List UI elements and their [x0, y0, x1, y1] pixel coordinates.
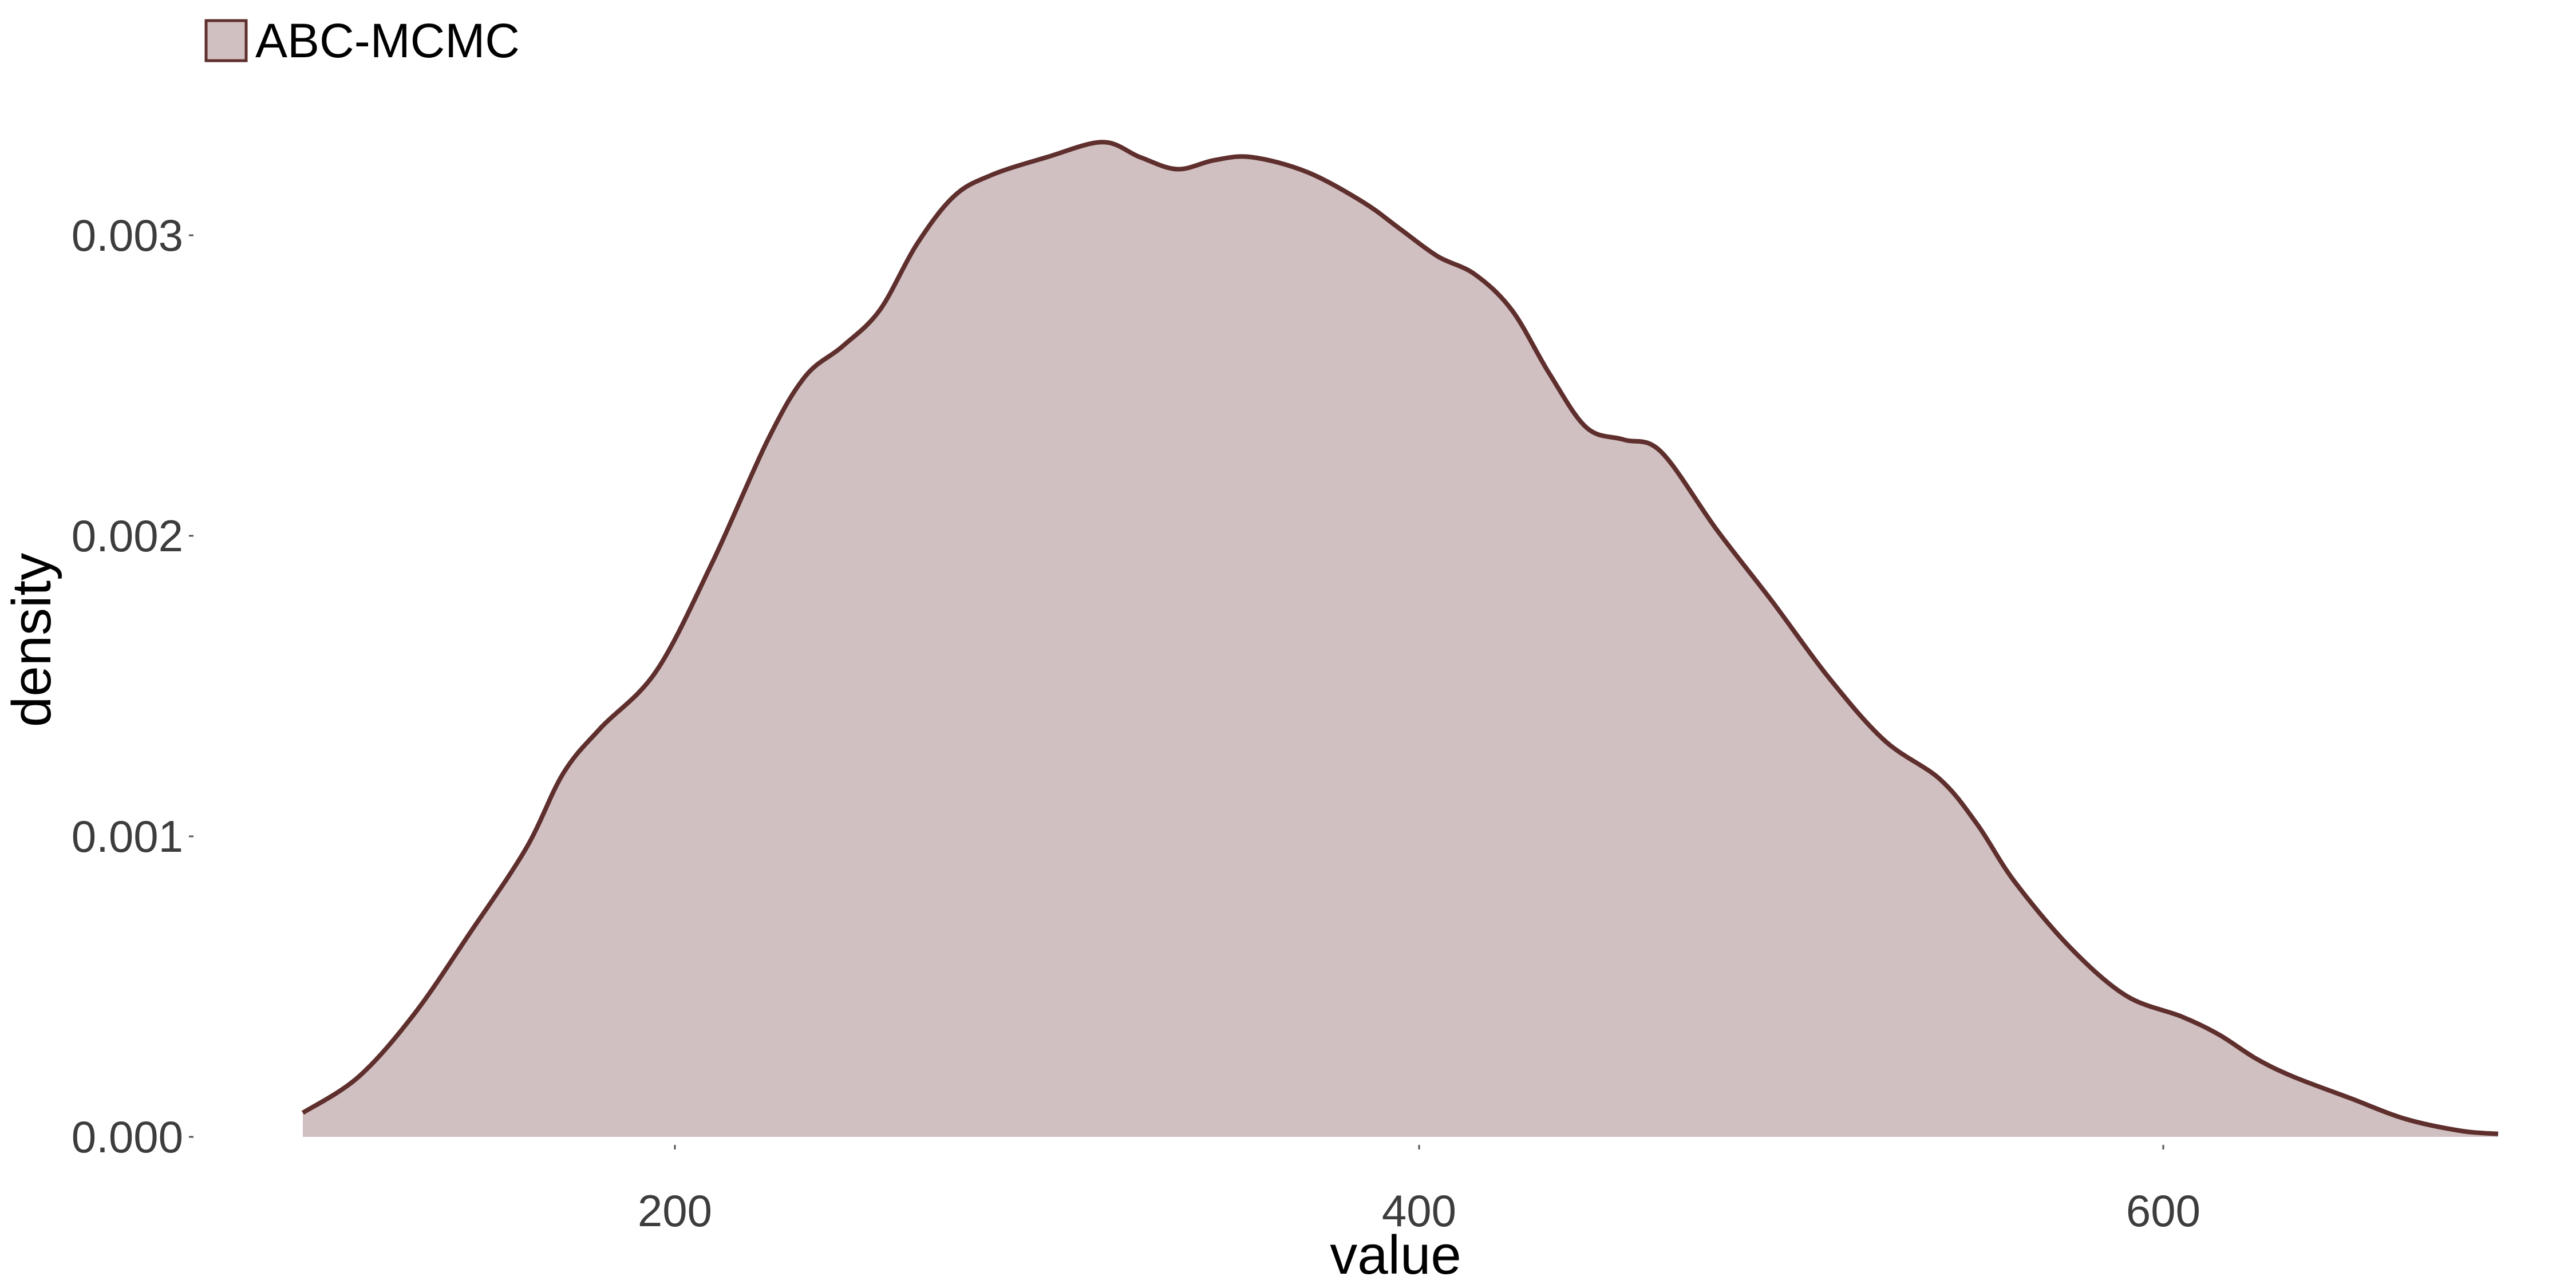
x-tick-label: 400 — [1382, 1186, 1456, 1236]
legend: ABC-MCMC — [204, 14, 520, 68]
axes: 0.000 0.001 0.002 0.003 200 400 600 — [72, 210, 2200, 1236]
y-tick-label: 0.001 — [72, 811, 183, 862]
x-tick-label: 200 — [638, 1186, 712, 1236]
plot-area — [301, 140, 2499, 1137]
x-axis-title: value — [1330, 1224, 1461, 1286]
y-tick-label: 0.002 — [72, 511, 183, 561]
density-line-abc-mcmc — [301, 140, 2499, 1136]
density-area-abc-mcmc — [303, 142, 2498, 1137]
y-tick-label: 0.003 — [72, 210, 183, 260]
legend-swatch — [204, 19, 248, 62]
x-tick-label: 600 — [2126, 1186, 2200, 1236]
legend-label: ABC-MCMC — [255, 14, 520, 68]
y-tick-label: 0.000 — [72, 1112, 183, 1162]
y-axis-title: density — [1, 553, 62, 727]
